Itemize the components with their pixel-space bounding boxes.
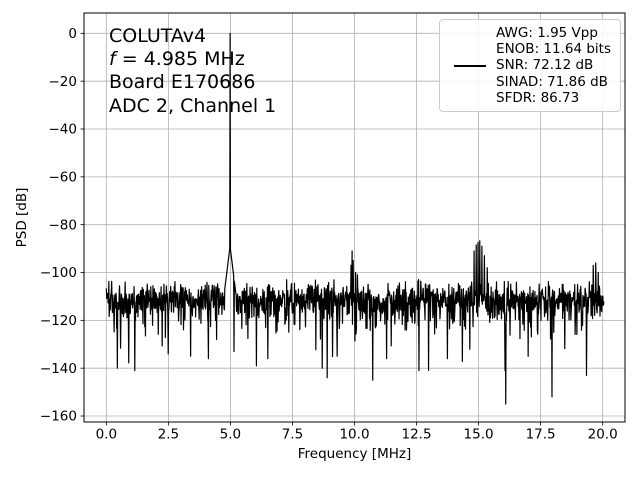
x-tick-label: 17.5 xyxy=(526,427,556,443)
x-tick-label: 12.5 xyxy=(402,427,432,443)
annotation-line: ADC 2, Channel 1 xyxy=(109,94,277,117)
y-tick-label: −20 xyxy=(49,74,78,90)
chart-legend: AWG: 1.95 Vpp ENOB: 11.64 bits SNR: 72.12 … xyxy=(439,19,621,113)
y-tick-label: −80 xyxy=(49,217,78,233)
x-tick-label: 2.5 xyxy=(158,427,179,443)
legend-label-line: ENOB: 11.64 bits xyxy=(496,41,611,58)
annotation-line: Board E170686 xyxy=(109,71,256,94)
y-axis-label: PSD [dB] xyxy=(14,187,30,248)
chart-annotation: COLUTAv4 f = 4.985 MHz Board E170686 ADC 2,… xyxy=(109,25,276,118)
x-tick-label: 10.0 xyxy=(339,427,369,443)
x-axis-label: Frequency [MHz] xyxy=(297,446,412,462)
legend-label-line: SNR: 72.12 dB xyxy=(496,57,594,74)
x-tick-label: 7.5 xyxy=(282,427,303,443)
y-tick-label: −60 xyxy=(49,170,78,186)
x-tick-label: 0.0 xyxy=(96,427,117,443)
annotation-line: f = 4.985 MHz xyxy=(109,48,245,71)
legend-label-line: SFDR: 86.73 xyxy=(496,89,580,106)
legend-label-line: SINAD: 71.86 dB xyxy=(496,73,608,90)
x-tick-label: 20.0 xyxy=(588,427,618,443)
legend-label-line: AWG: 1.95 Vpp xyxy=(496,25,598,41)
y-tick-label: −140 xyxy=(40,361,77,377)
y-tick-label: 0 xyxy=(68,26,77,42)
x-tick-label: 15.0 xyxy=(464,427,494,443)
y-tick-label: −40 xyxy=(49,122,78,138)
annotation-line: COLUTAv4 xyxy=(109,25,207,47)
y-tick-label: −160 xyxy=(40,409,77,425)
psd-trace xyxy=(105,32,605,405)
y-tick-label: −100 xyxy=(40,265,77,281)
legend-labels: AWG: 1.95 Vpp ENOB: 11.64 bits SNR: 72.12 … xyxy=(496,25,611,106)
x-tick-label: 5.0 xyxy=(220,427,241,443)
y-tick-label: −120 xyxy=(40,313,77,329)
snr-trace-legend-line xyxy=(454,64,487,67)
